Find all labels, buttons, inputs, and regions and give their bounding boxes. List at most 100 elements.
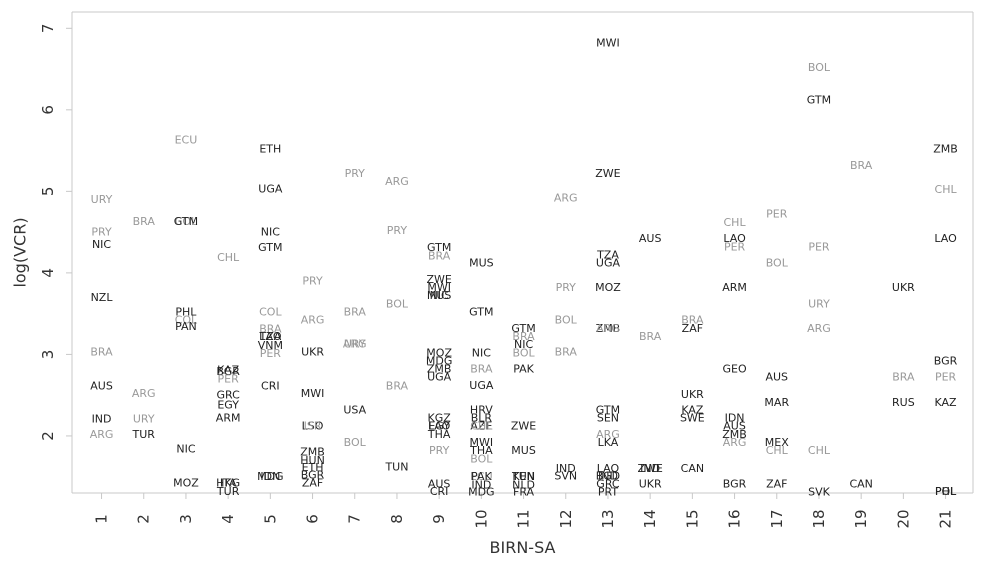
- x-tick-label: 5: [261, 514, 279, 524]
- country-label: KEN: [512, 470, 534, 483]
- country-label: BLR: [471, 411, 493, 424]
- country-label: PAK: [471, 470, 492, 483]
- country-label: BGR: [301, 469, 325, 482]
- y-tick-label: 7: [39, 24, 57, 34]
- x-tick-label: 4: [219, 514, 237, 524]
- country-label: CHL: [766, 444, 789, 457]
- x-tick-label: 17: [768, 509, 786, 528]
- country-label: UKR: [681, 388, 704, 401]
- x-tick-label: 1: [93, 514, 111, 524]
- country-label: PRY: [302, 275, 323, 288]
- country-label: PER: [260, 347, 282, 360]
- country-label: PHL: [935, 485, 957, 498]
- country-label: ZMB: [300, 446, 325, 459]
- country-label: COL: [175, 314, 198, 327]
- country-label: IND: [640, 462, 660, 475]
- country-label: NIC: [514, 338, 533, 351]
- country-label: BOL: [766, 257, 789, 270]
- country-label: CHL: [935, 183, 958, 196]
- country-label: ARG: [554, 191, 578, 204]
- country-label: PRY: [91, 226, 112, 239]
- country-label: CHL: [724, 216, 747, 229]
- y-tick-label: 3: [39, 350, 57, 360]
- country-label: NLD: [512, 478, 535, 491]
- country-label: LAO: [428, 420, 451, 433]
- country-label: URY: [133, 412, 155, 425]
- country-label: POL: [935, 485, 957, 498]
- country-label: BRA: [512, 330, 535, 343]
- country-label: EGY: [428, 420, 450, 433]
- country-label: BRA: [90, 345, 113, 358]
- country-label: PER: [808, 240, 830, 253]
- country-label: IND: [556, 462, 576, 475]
- country-label: BOL: [344, 436, 367, 449]
- country-label: CAN: [681, 462, 704, 475]
- country-label: GTM: [807, 94, 831, 107]
- country-label: LAO: [259, 330, 282, 343]
- country-label: CHL: [808, 444, 831, 457]
- x-tick-label: 16: [726, 509, 744, 528]
- x-tick-label: 18: [810, 509, 828, 528]
- country-label: IDN: [725, 411, 745, 424]
- country-label: URY: [344, 337, 366, 350]
- country-label: BRA: [892, 371, 915, 384]
- country-label: ZAF: [766, 478, 787, 491]
- country-label: ZAF: [302, 477, 323, 490]
- country-label: BRA: [555, 345, 578, 358]
- country-label: MEX: [765, 436, 789, 449]
- x-tick-label: 2: [135, 514, 153, 524]
- country-label: PRY: [556, 281, 577, 294]
- country-label: UGA: [258, 182, 283, 195]
- country-label: GTM: [427, 241, 451, 254]
- country-label: IND: [471, 478, 491, 491]
- country-label: MWI: [427, 281, 451, 294]
- country-label: SWE: [680, 411, 705, 424]
- country-label: KAZ: [935, 396, 958, 409]
- country-label: MWI: [470, 436, 494, 449]
- country-labels: URYPRYNICNZLBRAAUSINDARGBRAARGURYTURECUC…: [90, 36, 958, 498]
- country-label: ZAF: [682, 322, 703, 335]
- country-label: SEN: [597, 411, 619, 424]
- country-label: ZWE: [637, 462, 662, 475]
- country-label: ARG: [385, 175, 409, 188]
- country-label: TUR: [132, 428, 156, 441]
- country-label: RUS: [892, 396, 915, 409]
- country-label: BOL: [808, 61, 831, 74]
- country-label: GRC: [596, 478, 620, 491]
- country-label: FRA: [513, 486, 535, 499]
- x-tick-label: 20: [894, 509, 912, 528]
- country-label: LSO: [302, 420, 324, 433]
- country-label: NIC: [430, 289, 449, 302]
- country-label: BOL: [555, 314, 578, 327]
- x-tick-label: 19: [852, 509, 870, 528]
- country-label: PRT: [598, 486, 618, 499]
- country-label: HRV: [470, 403, 493, 416]
- country-label: AUS: [723, 420, 746, 433]
- country-label: HUN: [300, 454, 325, 467]
- country-label: ITA: [220, 477, 237, 490]
- country-label: CRI: [430, 485, 449, 498]
- country-label: UKR: [892, 281, 915, 294]
- country-label: BRA: [344, 306, 367, 319]
- x-tick-label: 14: [641, 509, 659, 528]
- country-label: KAZ: [217, 363, 240, 376]
- country-label: ARM: [722, 281, 747, 294]
- country-label: ARG: [301, 314, 325, 327]
- country-label: USA: [343, 403, 366, 416]
- country-label: ARG: [132, 387, 156, 400]
- country-label: ARM: [216, 411, 241, 424]
- country-label: ARG: [596, 322, 620, 335]
- country-label: PAK: [513, 363, 534, 376]
- country-label: IND: [598, 469, 618, 482]
- x-tick-label: 12: [557, 509, 575, 528]
- country-label: URY: [91, 193, 113, 206]
- country-label: MUS: [469, 257, 494, 270]
- country-label: AUS: [90, 380, 113, 393]
- country-label: GEO: [722, 363, 746, 376]
- x-tick-label: 8: [388, 514, 406, 524]
- country-label: ZMB: [427, 363, 452, 376]
- country-label: MUS: [511, 444, 536, 457]
- country-label: ISR: [304, 420, 322, 433]
- country-label: BRA: [470, 363, 493, 376]
- country-label: BRA: [639, 330, 662, 343]
